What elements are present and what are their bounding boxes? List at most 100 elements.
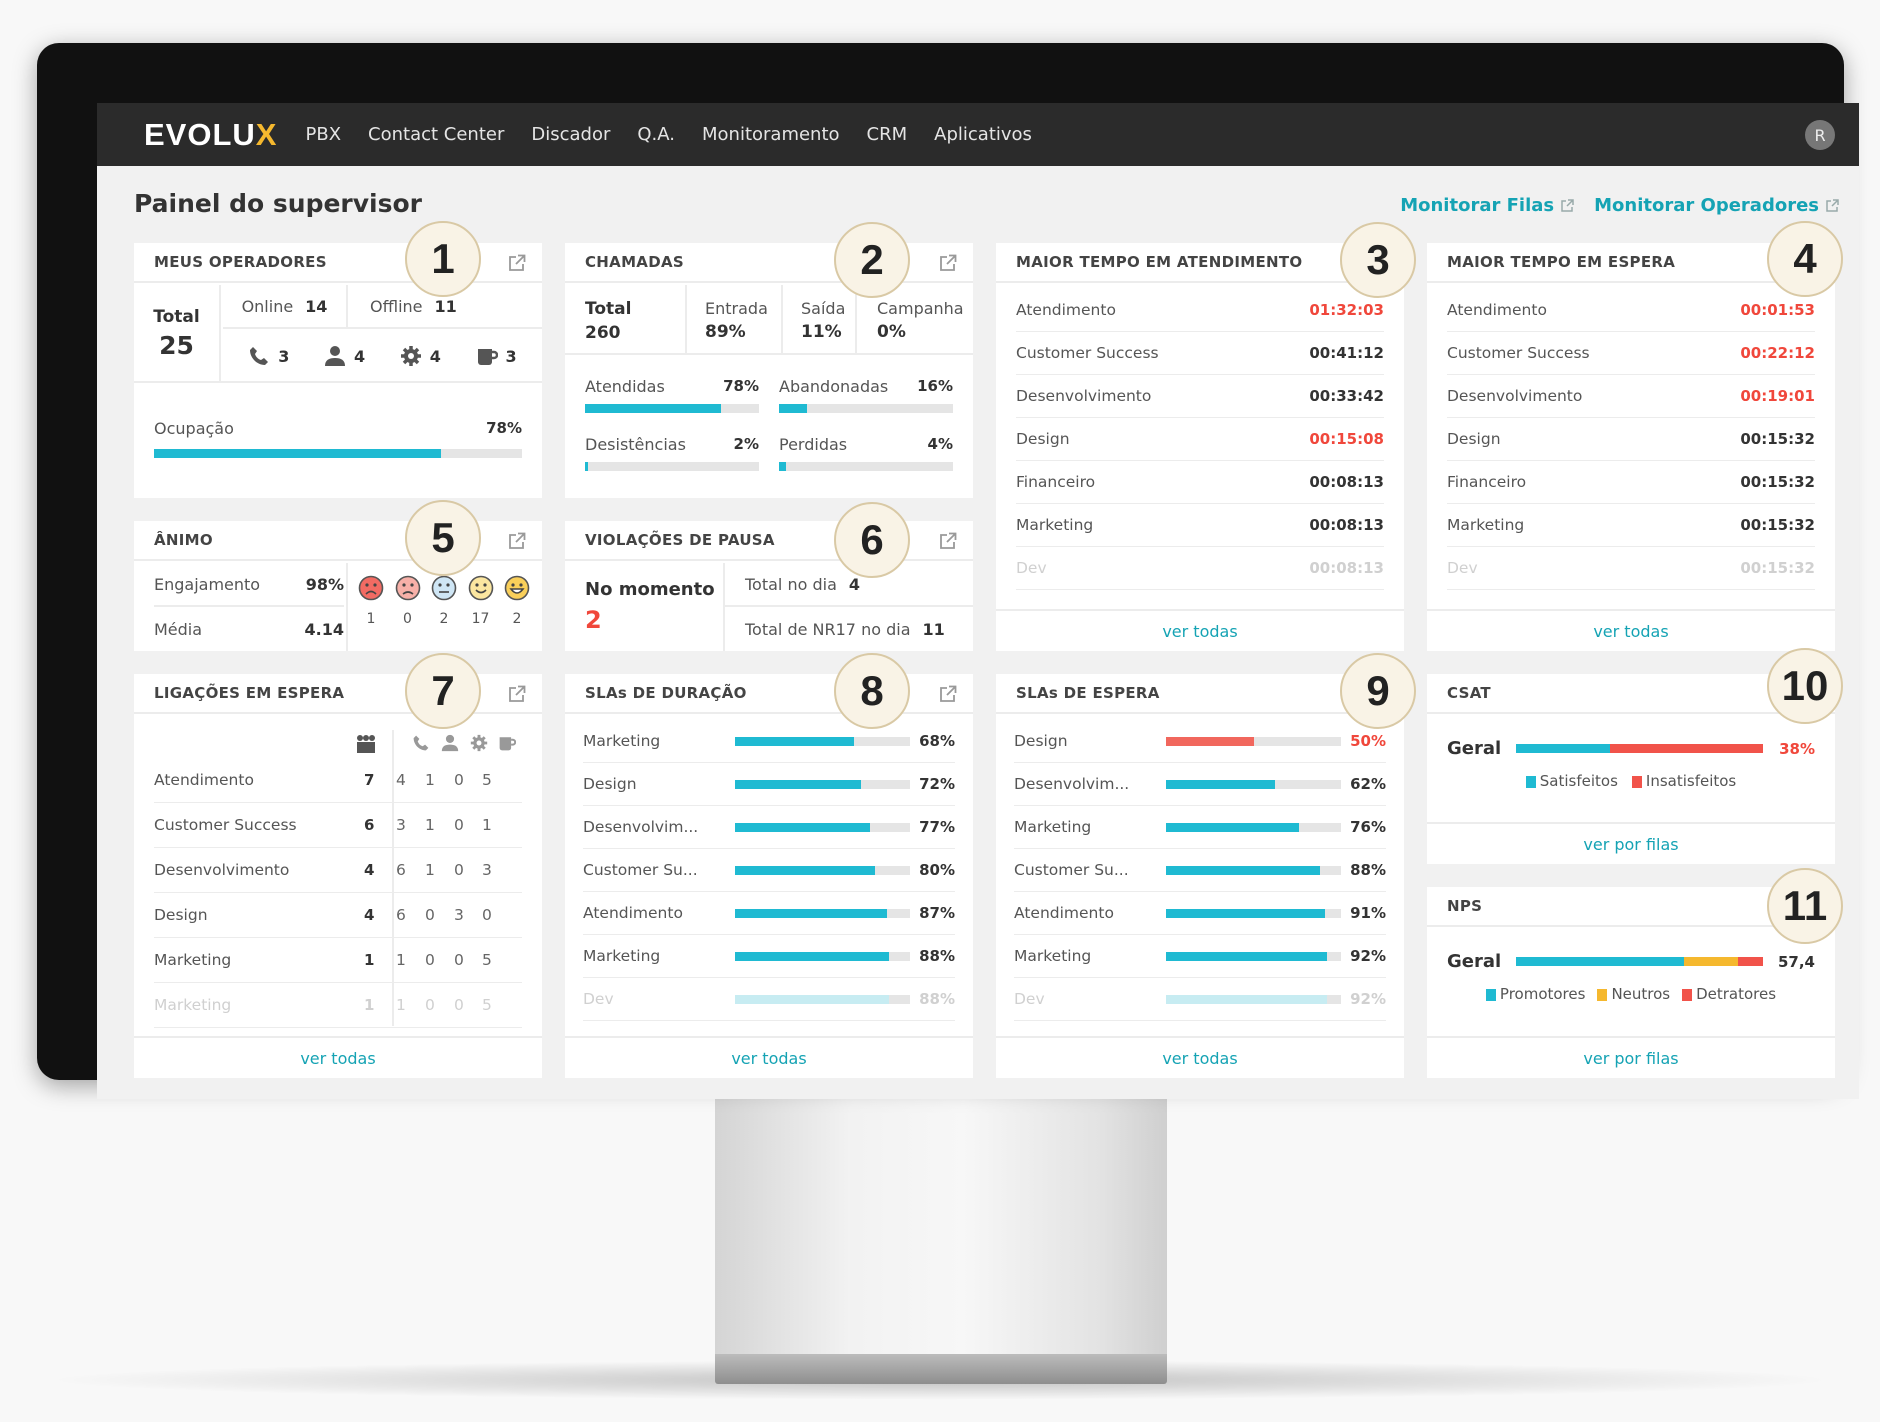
online-label: Online (241, 296, 294, 316)
row-cell: 0 (454, 861, 464, 879)
metric-bar (779, 404, 953, 413)
sla-item: Dev 88% (583, 978, 955, 1021)
sla-item: Marketing 92% (1014, 935, 1386, 978)
metric-bar-fill (585, 404, 721, 413)
ver-todas-link[interactable]: ver todas (996, 609, 1404, 651)
callout-badge-2: 2 (834, 222, 910, 298)
list-item: Dev 00:15:32 (1447, 547, 1815, 590)
mood-distribution: 1 0 2 17 2 (358, 575, 530, 627)
item-time: 00:08:13 (1309, 559, 1384, 577)
phone-icon (250, 347, 269, 365)
evolux-logo[interactable]: EVOLUX (144, 117, 277, 153)
sla-bar-fill (735, 951, 889, 961)
external-link-icon[interactable] (939, 254, 957, 272)
external-link-icon[interactable] (939, 532, 957, 550)
ver-por-filas-link[interactable]: ver por filas (1427, 1036, 1835, 1078)
metric-label: Atendidas (585, 377, 665, 396)
no-momento: No momento 2 (585, 579, 715, 634)
row-cell: 1 (425, 861, 435, 879)
item-time: 00:01:53 (1740, 301, 1815, 319)
callout-badge-5: 5 (405, 500, 481, 576)
sla-item: Marketing 88% (583, 935, 955, 978)
state-value: 4 (354, 346, 366, 366)
item-name: Customer Success (1016, 344, 1159, 362)
no-momento-label: No momento (585, 579, 715, 600)
external-link-icon[interactable] (939, 685, 957, 703)
list-item: Desenvolvimento 00:19:01 (1447, 375, 1815, 418)
legend-label: Satisfeitos (1539, 772, 1618, 790)
row-cell: 1 (482, 816, 492, 834)
card-ligacoes-espera: LIGAÇÕES EM ESPERA Atendimento 7 4 1 0 5 Custo… (134, 674, 542, 1078)
offline-label: Offline (370, 296, 423, 316)
external-link-icon[interactable] (508, 685, 526, 703)
mood-count: 2 (512, 611, 522, 627)
row-total: 6 (364, 816, 375, 834)
sla-bar-fill (735, 865, 875, 875)
csat-bar-insatisfeitos (1609, 744, 1763, 753)
monitorar-operadores-link[interactable]: Monitorar Operadores (1594, 195, 1839, 216)
nav-item-contact-center[interactable]: Contact Center (368, 124, 505, 145)
sla-value: 50% (1350, 732, 1386, 750)
sla-bar-fill (1166, 736, 1254, 746)
list-item: Atendimento 00:01:53 (1447, 289, 1815, 332)
external-link-icon[interactable] (508, 532, 526, 550)
nav-item-monitoramento[interactable]: Monitoramento (702, 124, 840, 145)
ver-todas-link[interactable]: ver todas (996, 1036, 1404, 1078)
card-csat: CSAT Geral 38% Satisfeitos Insatisfeitos… (1427, 674, 1835, 864)
row-cell: 0 (482, 906, 492, 924)
callout-badge-1: 1 (405, 221, 481, 297)
legend-swatch (1631, 775, 1642, 788)
saida-label: Saída (801, 299, 846, 318)
nav-item-aplicativos[interactable]: Aplicativos (934, 124, 1032, 145)
metric-bar (585, 404, 759, 413)
mood-count: 2 (439, 611, 449, 627)
state-phone: 3 (248, 345, 289, 367)
callout-badge-9: 9 (1340, 653, 1416, 729)
item-time: 00:15:32 (1740, 473, 1815, 491)
legend-swatch (1485, 988, 1496, 1001)
item-name: Desenvolvimento (1016, 387, 1152, 405)
ver-por-filas-link[interactable]: ver por filas (1427, 822, 1835, 864)
ver-todas-link[interactable]: ver todas (1427, 609, 1835, 651)
ver-todas-link[interactable]: ver todas (565, 1036, 973, 1078)
card-title: SLAs DE ESPERA (1016, 684, 1160, 702)
engajamento-row: Engajamento 98% (154, 563, 344, 607)
list-item: Design 00:15:32 (1447, 418, 1815, 461)
row-cell: 1 (425, 771, 435, 789)
angry-face-icon (358, 575, 384, 601)
total-value: 260 (585, 323, 621, 343)
card-header: CHAMADAS (565, 243, 973, 283)
csat-geral-label: Geral (1447, 738, 1502, 759)
ver-todas-link[interactable]: ver todas (134, 1036, 542, 1078)
sla-item: Atendimento 87% (583, 892, 955, 935)
total-dia-row: Total no dia 4 (725, 563, 973, 607)
sla-bar (1166, 908, 1341, 918)
nav-item-discador[interactable]: Discador (531, 124, 611, 145)
card-maior-tempo-espera: MAIOR TEMPO EM ESPERA Atendimento 00:01:5… (1427, 243, 1835, 651)
sla-name: Atendimento (583, 904, 683, 922)
row-cell: 6 (396, 906, 406, 924)
divider (723, 563, 725, 651)
metric-abandonadas: Abandonadas 16% (779, 377, 953, 413)
row-cell: 1 (425, 816, 435, 834)
callout-badge-11: 11 (1767, 868, 1843, 944)
row-cell: 5 (482, 771, 492, 789)
external-link-icon[interactable] (508, 254, 526, 272)
nav-item-pbx[interactable]: PBX (305, 124, 342, 145)
user-icon (441, 734, 459, 752)
legend-promotores: Promotores (1485, 985, 1585, 1003)
sla-name: Desenvolvim... (583, 818, 699, 836)
monitorar-filas-link[interactable]: Monitorar Filas (1400, 195, 1574, 216)
ocupacao-bar (154, 449, 522, 458)
monitor-stand-base (715, 1354, 1167, 1384)
card-maior-tempo-atendimento: MAIOR TEMPO EM ATENDIMENTO Atendimento 01… (996, 243, 1404, 651)
user-avatar[interactable]: R (1805, 120, 1835, 150)
sla-bar-fill (735, 822, 870, 832)
metric-bar-fill (585, 462, 589, 471)
callout-badge-8: 8 (834, 653, 910, 729)
nav-item-crm[interactable]: CRM (866, 124, 908, 145)
sla-name: Customer Su... (1014, 861, 1129, 879)
nav-item-qa[interactable]: Q.A. (637, 124, 675, 145)
nps-bar-detratores (1738, 957, 1763, 966)
chamadas-campanha: Campanha 0% (859, 285, 973, 353)
